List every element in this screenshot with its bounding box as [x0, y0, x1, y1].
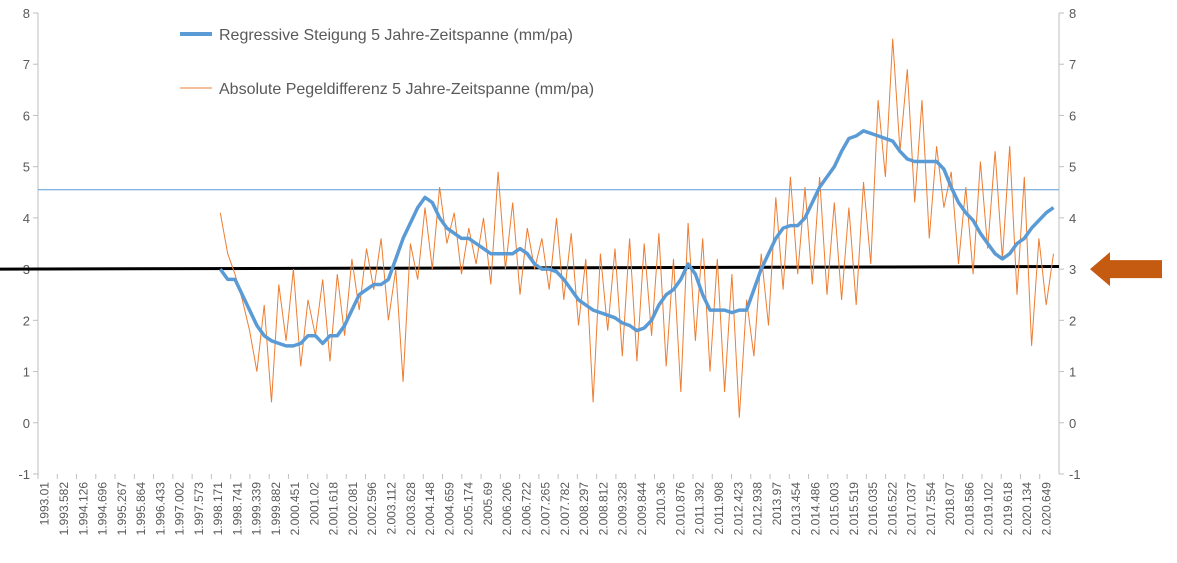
- x-tick-label: 2.019.102: [982, 482, 996, 536]
- x-tick-label: 2.016.522: [885, 482, 899, 536]
- x-tick-label: 2.011.392: [693, 482, 707, 535]
- x-tick-label: 2.006.722: [519, 482, 533, 536]
- x-tick-label: 2.009.328: [616, 482, 630, 536]
- x-tick-label: 1993.01: [38, 482, 52, 526]
- y-left-tick-label: 1: [23, 365, 30, 380]
- x-tick-label: 2.019.618: [1001, 482, 1015, 536]
- y-right-tick-label: -1: [1069, 467, 1081, 482]
- y-left-tick-label: 8: [23, 6, 30, 21]
- y-right-tick-label: 5: [1069, 160, 1076, 175]
- x-tick-label: 2.004.148: [423, 482, 437, 536]
- y-left-tick-label: -1: [18, 467, 30, 482]
- legend: Regressive Steigung 5 Jahre-Zeitspanne (…: [180, 27, 594, 98]
- x-tick-label: 1.995.267: [115, 482, 129, 536]
- threshold-arrow: [1090, 252, 1162, 287]
- y-right-tick-label: 8: [1069, 6, 1076, 21]
- x-tick-label: 1.998.171: [211, 482, 225, 536]
- y-left-tick-label: 7: [23, 57, 30, 72]
- x-tick-label: 2018.07: [943, 482, 957, 526]
- x-tick-label: 1.997.573: [192, 482, 206, 536]
- x-tick-label: 2013.97: [770, 482, 784, 526]
- x-tick-label: 1.999.882: [269, 482, 283, 536]
- x-tick-label: 2.020.649: [1039, 482, 1053, 536]
- y-right-tick-label: 7: [1069, 57, 1076, 72]
- x-tick-label: 2010.36: [654, 482, 668, 526]
- series-regression-line: [218, 129, 1055, 348]
- x-tick-label: 2.013.454: [789, 482, 803, 536]
- x-tick-label: 1.999.339: [250, 482, 264, 536]
- x-tick-label: 2.020.134: [1020, 482, 1034, 536]
- x-tick-label: 2.010.876: [673, 482, 687, 536]
- x-tick-label: 2.018.586: [962, 482, 976, 536]
- y-right-tick-label: 4: [1069, 211, 1076, 226]
- series-pegeldifferenz-line: [219, 38, 1054, 418]
- x-tick-label: 2.000.451: [288, 482, 302, 536]
- x-tick-label: 1.995.864: [134, 482, 148, 536]
- x-tick-label: 2.007.265: [539, 482, 553, 536]
- series-lines: [218, 38, 1055, 418]
- x-tick-label: 1.998.741: [230, 482, 244, 536]
- x-tick-label: 2.009.844: [635, 482, 649, 536]
- x-tick-label: 2.008.812: [596, 482, 610, 536]
- y-right-tick-label: 1: [1069, 365, 1076, 380]
- threshold-line: [0, 265, 1060, 271]
- x-tick-label: 2.014.486: [808, 482, 822, 536]
- x-tick-label: 2.002.596: [365, 482, 379, 536]
- y-axis-right: -1 0 1 2 3 4 5 6 7 8: [1058, 6, 1081, 482]
- x-tick-label: 2.008.297: [577, 482, 591, 536]
- legend-label-regression: Regressive Steigung 5 Jahre-Zeitspanne (…: [219, 27, 573, 44]
- x-tick-label: 1.994.126: [76, 482, 90, 536]
- x-axis: 1993.01 1.993.582 1.994.126 1.994.696 1.995.…: [37, 474, 1053, 536]
- x-tick-label: 2.004.659: [442, 482, 456, 536]
- x-tick-label: 2.005.174: [462, 482, 476, 536]
- x-tick-label: 2.007.782: [558, 482, 572, 536]
- y-left-tick-label: 4: [23, 211, 30, 226]
- x-tick-label: 2.003.628: [404, 482, 418, 536]
- x-tick-label: 1.993.582: [57, 482, 71, 536]
- x-tick-label: 2.002.081: [346, 482, 360, 536]
- y-left-tick-label: 5: [23, 160, 30, 175]
- x-tick-label: 1.997.002: [173, 482, 187, 536]
- x-tick-label: 2005.69: [481, 482, 495, 526]
- y-left-tick-label: 2: [23, 313, 30, 328]
- x-tick-label: 2.015.519: [847, 482, 861, 536]
- x-tick-label: 2.017.037: [905, 482, 919, 536]
- x-tick-label: 1.994.696: [96, 482, 110, 536]
- reference-lines: [0, 189, 1060, 271]
- y-right-tick-label: 0: [1069, 416, 1076, 431]
- x-tick-label: 2.012.938: [751, 482, 765, 536]
- x-tick-label: 2.017.554: [924, 482, 938, 536]
- x-tick-label: 1.996.433: [153, 482, 167, 536]
- x-tick-label: 2.003.112: [384, 482, 398, 535]
- y-right-tick-label: 2: [1069, 313, 1076, 328]
- legend-label-pegeldifferenz: Absolute Pegeldifferenz 5 Jahre-Zeitspan…: [219, 81, 594, 98]
- x-tick-label: 2.012.423: [731, 482, 745, 536]
- x-tick-label: 2.016.035: [866, 482, 880, 536]
- x-tick-label: 2.011.908: [712, 482, 726, 535]
- y-right-tick-label: 3: [1069, 262, 1076, 277]
- y-left-tick-label: 6: [23, 108, 30, 123]
- x-tick-label: 2001.02: [307, 482, 321, 526]
- y-right-tick-label: 6: [1069, 108, 1076, 123]
- x-tick-label: 2.015.003: [828, 482, 842, 536]
- x-tick-label: 2.006.206: [500, 482, 514, 536]
- y-left-tick-label: 0: [23, 416, 30, 431]
- x-tick-label: 2.001.618: [327, 482, 341, 536]
